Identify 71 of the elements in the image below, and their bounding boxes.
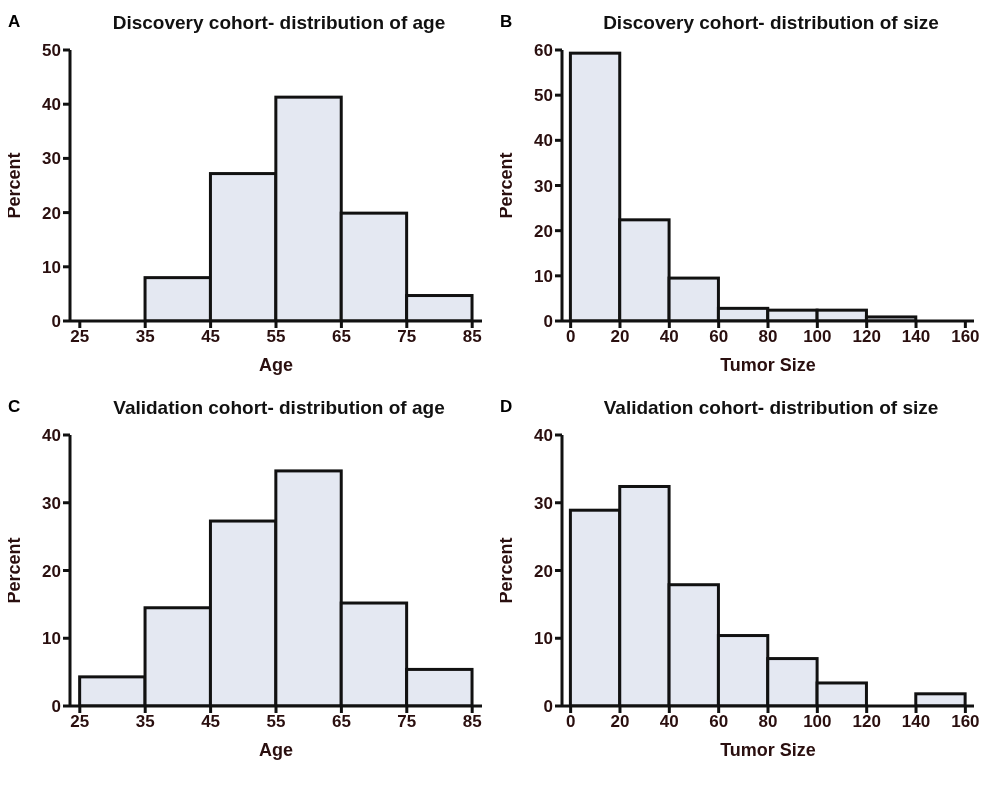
- y-tick-label: 0: [51, 312, 61, 332]
- y-tick-label: 40: [42, 426, 61, 446]
- x-axis-title: Age: [258, 355, 294, 375]
- y-tick-label: 50: [534, 86, 553, 106]
- y-tick-label: 40: [42, 95, 61, 115]
- x-tick-label: 120: [852, 327, 881, 347]
- x-tick-label: 75: [397, 712, 417, 732]
- text: B: [500, 12, 513, 32]
- y-axis-title: Percent: [496, 537, 517, 604]
- y-tick-label: 0: [543, 312, 553, 332]
- x-tick-label: 160: [951, 712, 980, 732]
- x-tick-label: 75: [397, 327, 417, 347]
- y-tick-label: 10: [534, 266, 553, 286]
- x-axis-title: Age: [258, 740, 294, 760]
- y-tick-label: 30: [42, 149, 61, 169]
- y-tick-label: 30: [534, 176, 553, 196]
- chart-title: Validation cohort- distribution of age: [113, 397, 445, 418]
- chart-title: Discovery cohort- distribution of age: [112, 12, 446, 33]
- x-tick-label: 140: [901, 712, 931, 732]
- y-tick-label: 10: [534, 629, 553, 649]
- y-tick-label: 10: [42, 257, 61, 277]
- y-axis-title: Percent: [496, 152, 517, 219]
- x-axis-title: Tumor Size: [720, 355, 816, 375]
- y-tick-label: 20: [534, 221, 553, 241]
- chart-title: Discovery cohort- distribution of size: [603, 12, 939, 33]
- x-axis-title: Tumor Size: [720, 740, 816, 760]
- x-tick-label: 60: [709, 327, 729, 347]
- x-tick-label: 80: [758, 327, 778, 347]
- x-tick-label: 85: [462, 327, 482, 347]
- y-tick-label: 50: [42, 41, 61, 61]
- x-tick-label: 160: [951, 327, 980, 347]
- x-tick-label: 80: [758, 712, 778, 732]
- x-tick-label: 25: [70, 712, 90, 732]
- y-tick-label: 30: [42, 493, 61, 513]
- x-tick-label: 140: [901, 327, 931, 347]
- x-tick-label: 40: [659, 712, 679, 732]
- x-tick-label: 120: [852, 712, 881, 732]
- y-tick-label: 0: [51, 697, 61, 717]
- y-tick-label: 20: [534, 561, 553, 581]
- x-tick-label: 100: [803, 327, 832, 347]
- x-tick-label: 45: [201, 327, 221, 347]
- y-tick-label: 20: [42, 561, 61, 581]
- x-tick-label: 60: [709, 712, 729, 732]
- y-tick-label: 40: [534, 131, 553, 151]
- x-tick-label: 20: [610, 327, 630, 347]
- x-tick-label: 20: [610, 712, 630, 732]
- y-tick-label: 60: [534, 41, 553, 61]
- x-tick-label: 45: [201, 712, 221, 732]
- y-tick-label: 20: [42, 203, 61, 223]
- x-tick-label: 100: [803, 712, 832, 732]
- x-tick-label: 0: [565, 712, 576, 732]
- text: A: [8, 12, 21, 32]
- x-tick-label: 0: [565, 327, 576, 347]
- x-tick-label: 85: [462, 712, 482, 732]
- x-tick-label: 35: [135, 327, 155, 347]
- text: C: [8, 397, 21, 417]
- y-axis-title: Percent: [4, 537, 25, 604]
- x-tick-label: 55: [266, 712, 286, 732]
- x-tick-label: 65: [331, 712, 351, 732]
- y-axis-title: Percent: [4, 152, 25, 219]
- x-tick-label: 40: [659, 327, 679, 347]
- chart-title: Validation cohort- distribution of size: [603, 397, 939, 418]
- x-tick-label: 65: [331, 327, 351, 347]
- y-tick-label: 40: [534, 426, 553, 446]
- y-tick-label: 10: [42, 629, 61, 649]
- x-tick-label: 35: [135, 712, 155, 732]
- y-tick-label: 30: [534, 493, 553, 513]
- y-tick-label: 0: [543, 697, 553, 717]
- x-tick-label: 25: [70, 327, 90, 347]
- x-tick-label: 55: [266, 327, 286, 347]
- text: D: [500, 397, 513, 417]
